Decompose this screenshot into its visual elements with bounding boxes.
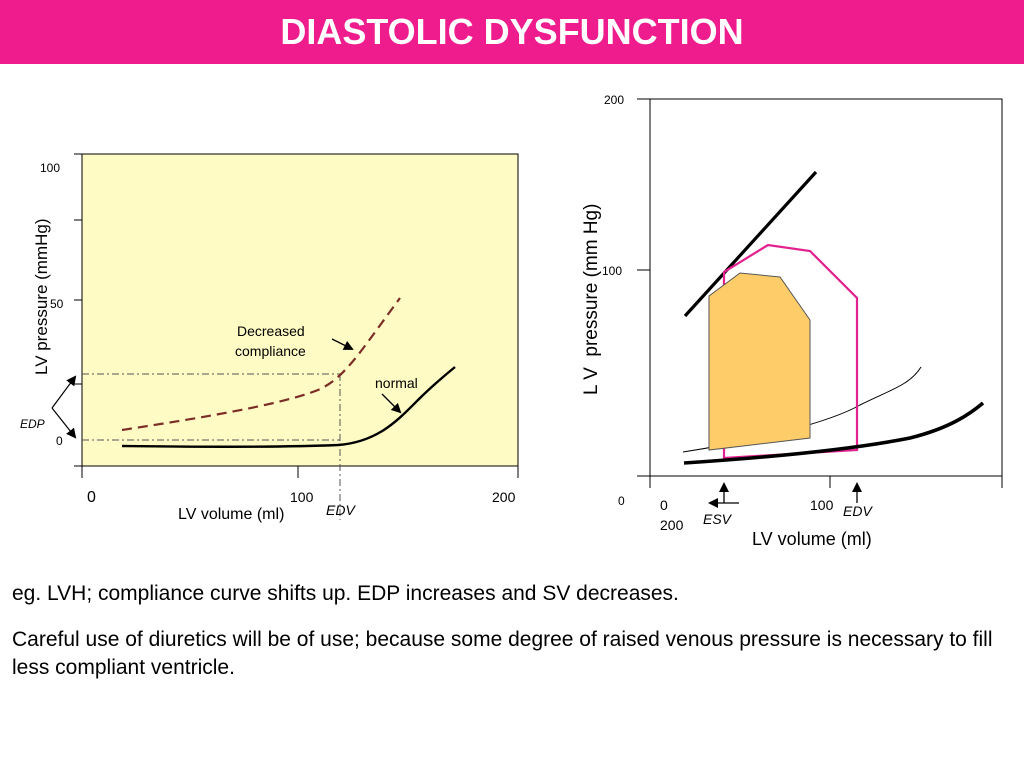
left-y-tick-label: 100 (40, 161, 60, 175)
edp-arrow-down (51, 407, 77, 439)
right-x-tick-label: 0 (660, 497, 668, 513)
normal-pv-loop (722, 243, 859, 460)
edv-label-right: EDV (843, 503, 873, 519)
title-bar: DIASTOLIC DYSFUNCTION (0, 0, 1024, 64)
right-y-axis-title: L V pressure (mm Hg) (581, 204, 602, 395)
right-plot-frame (649, 98, 1003, 477)
explanation-paragraph-2: Careful use of diuretics will be of use;… (12, 628, 993, 679)
slide-title: DIASTOLIC DYSFUNCTION (280, 11, 744, 52)
reduced-pv-loop (708, 272, 811, 451)
normal-edpvr-curve (683, 401, 985, 465)
normal-label: normal (375, 375, 418, 391)
left-x-tick-label: 200 (492, 489, 516, 505)
explanation-paragraph-1: eg. LVH; compliance curve shifts up. EDP… (12, 582, 679, 605)
right-y-tick-label: 0 (618, 494, 625, 508)
left-x-axis-title: LV volume (ml) (178, 506, 284, 523)
end-systolic-pressure-volume-line (683, 170, 818, 318)
right-x-axis-title: LV volume (ml) (752, 529, 872, 549)
normal-compliance-curve (121, 366, 456, 448)
right-pv-loop-plot: 200 100 0 0 200 100 L V pressure (mm Hg)… (581, 93, 1003, 549)
left-y-axis-title: LV pressure (mmHg) (32, 219, 51, 376)
decreased-compliance-arrow (331, 338, 354, 350)
right-x-tick-label: 100 (810, 497, 834, 513)
edp-arrow-up (51, 375, 77, 409)
edv-label: EDV (326, 502, 356, 518)
left-compliance-plot: 100 50 0 0 100 200 LV pressure (mmHg) LV… (20, 153, 519, 523)
decreased-compliance-label-line1: Decreased (237, 323, 305, 339)
decreased-compliance-curve (121, 297, 401, 432)
left-y-tick-label: 50 (50, 297, 64, 311)
right-y-tick-label: 100 (602, 264, 622, 278)
left-x-tick-label: 0 (87, 489, 96, 506)
left-plot-background (81, 153, 519, 467)
esv-label: ESV (703, 511, 733, 527)
normal-arrow (381, 393, 402, 414)
decreased-compliance-label-line2: compliance (235, 343, 306, 359)
right-x-tick-label: 200 (660, 517, 684, 533)
right-y-tick-label: 200 (604, 93, 624, 107)
left-x-tick-label: 100 (290, 489, 314, 505)
figure-area: 100 50 0 0 100 200 LV pressure (mmHg) LV… (20, 93, 1003, 549)
left-y-tick-label: 0 (56, 434, 63, 448)
edp-label: EDP (20, 417, 45, 431)
